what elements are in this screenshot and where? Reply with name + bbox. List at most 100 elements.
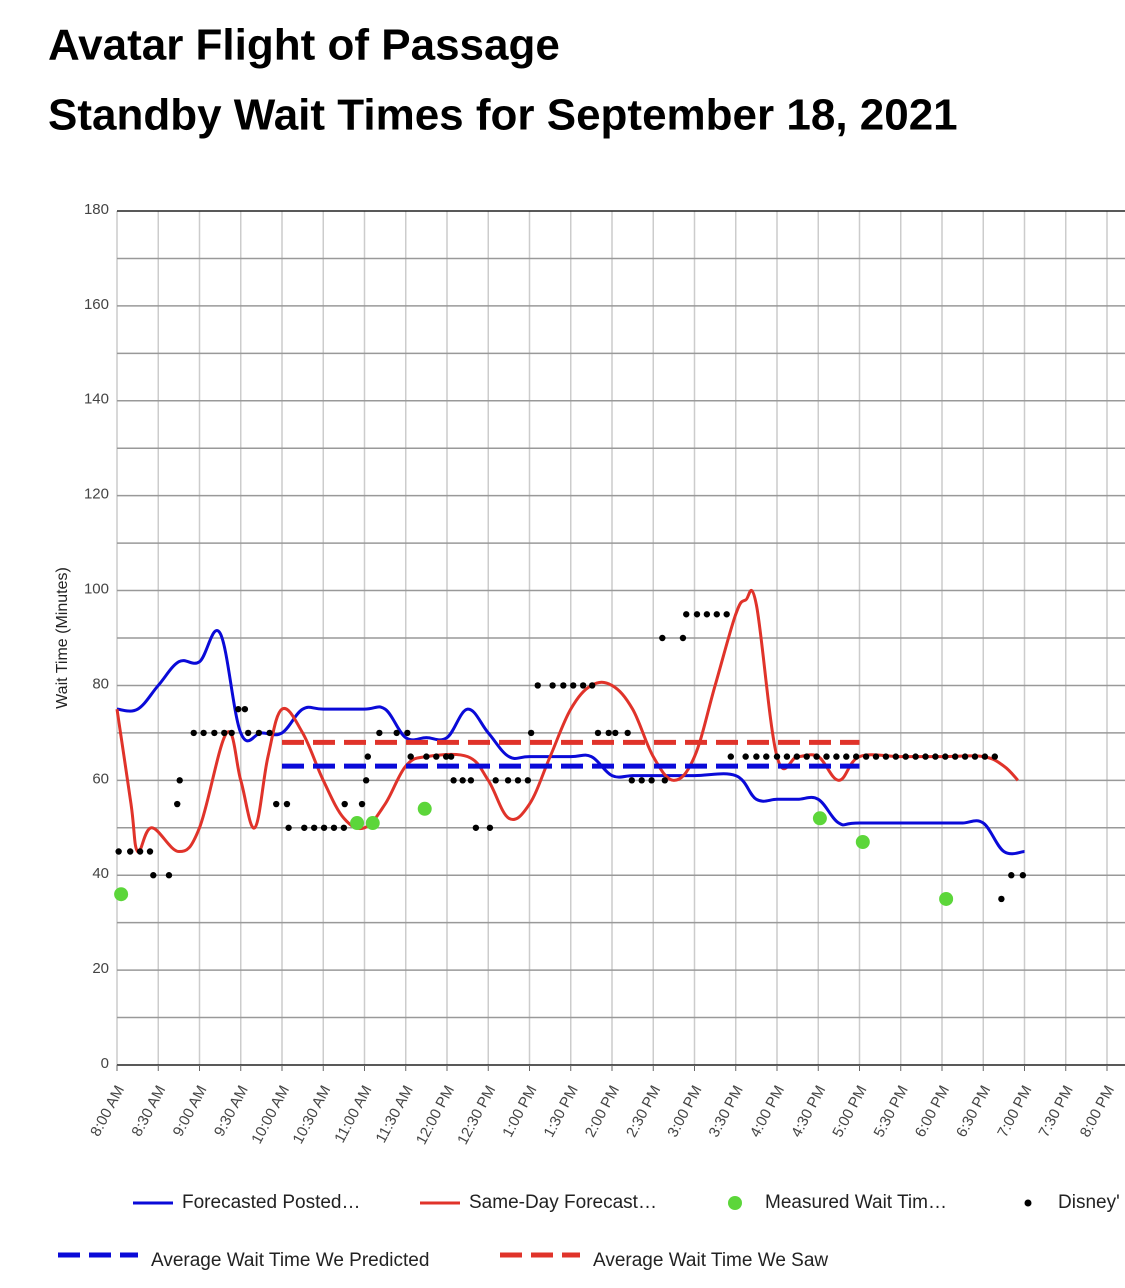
data-point xyxy=(127,848,134,855)
x-tick-label: 3:00 PM xyxy=(664,1083,705,1140)
data-point xyxy=(648,777,655,784)
data-point xyxy=(998,895,1005,903)
data-point xyxy=(912,753,919,760)
x-tick-label: 4:30 PM xyxy=(788,1083,829,1140)
y-tick-label: 120 xyxy=(84,486,109,503)
data-point xyxy=(330,824,338,831)
data-point xyxy=(763,753,770,760)
data-point xyxy=(492,777,499,784)
data-point xyxy=(174,800,181,808)
data-point xyxy=(570,682,577,689)
data-point xyxy=(549,682,556,689)
data-point xyxy=(283,800,291,808)
legend-swatch xyxy=(1024,1199,1032,1207)
data-point xyxy=(165,872,173,879)
y-tick-label: 20 xyxy=(92,960,109,977)
data-point xyxy=(472,824,480,831)
data-point xyxy=(952,753,959,760)
data-point xyxy=(273,800,280,808)
data-point xyxy=(612,729,619,737)
data-point xyxy=(742,753,749,760)
data-point xyxy=(594,729,602,737)
series-line xyxy=(116,629,1025,856)
data-point xyxy=(939,891,954,906)
legend-label: Measured Wait Tim… xyxy=(765,1192,947,1213)
data-point xyxy=(661,777,668,784)
x-tick-label: 5:00 PM xyxy=(829,1083,870,1140)
data-point xyxy=(221,729,228,737)
x-tick-label: 10:30 AM xyxy=(290,1083,335,1147)
data-point xyxy=(362,777,370,784)
x-tick-label: 9:00 AM xyxy=(170,1083,211,1140)
data-point xyxy=(534,682,541,689)
data-point xyxy=(589,682,596,689)
data-point xyxy=(638,777,645,784)
x-tick-label: 8:00 PM xyxy=(1077,1083,1118,1140)
x-tick-label: 8:00 AM xyxy=(87,1083,128,1140)
chart-title: Avatar Flight of Passage xyxy=(48,21,560,70)
x-tick-label: 2:00 PM xyxy=(582,1083,623,1140)
chart-subtitle: Standby Wait Times for September 18, 202… xyxy=(48,91,958,140)
x-tick-label: 12:00 PM xyxy=(413,1083,458,1148)
data-point xyxy=(285,824,292,831)
data-point xyxy=(813,753,820,760)
data-point xyxy=(211,729,218,737)
data-point xyxy=(504,777,512,784)
data-point xyxy=(1008,872,1015,879)
data-point xyxy=(486,824,494,831)
legend-swatch xyxy=(728,1196,742,1210)
x-tick-label: 2:30 PM xyxy=(623,1083,664,1140)
data-point xyxy=(679,634,687,642)
data-point xyxy=(442,753,450,760)
data-point xyxy=(991,753,998,760)
data-point xyxy=(605,729,612,737)
data-point xyxy=(773,753,781,760)
data-point xyxy=(228,729,235,737)
data-point xyxy=(882,753,890,760)
data-point xyxy=(524,777,532,784)
y-tick-label: 160 xyxy=(84,296,109,313)
data-point xyxy=(235,705,242,713)
y-tick-label: 180 xyxy=(84,201,109,218)
data-point xyxy=(514,777,522,784)
x-tick-label: 4:00 PM xyxy=(747,1083,788,1140)
series-line xyxy=(115,588,1020,854)
x-tick-label: 11:00 AM xyxy=(331,1083,375,1146)
data-point xyxy=(659,634,666,642)
data-point xyxy=(892,753,899,760)
data-point xyxy=(114,887,129,902)
x-tick-label: 3:30 PM xyxy=(706,1083,747,1140)
legend-label: Disney' xyxy=(1058,1192,1120,1213)
data-point xyxy=(447,753,455,760)
data-point xyxy=(683,611,690,618)
data-point xyxy=(423,753,430,760)
data-point xyxy=(713,611,720,618)
data-point xyxy=(624,729,631,737)
data-point xyxy=(862,753,870,760)
data-point xyxy=(136,848,144,855)
data-point xyxy=(783,753,791,760)
x-tick-label: 9:30 AM xyxy=(211,1083,252,1140)
x-tick-label: 1:00 PM xyxy=(499,1083,540,1140)
x-tick-label: 1:30 PM xyxy=(541,1083,582,1140)
y-tick-label: 100 xyxy=(84,581,109,598)
data-point xyxy=(872,753,880,760)
data-point xyxy=(628,777,635,784)
data-point xyxy=(190,729,197,737)
data-point xyxy=(176,777,183,784)
data-point xyxy=(255,729,263,737)
data-point xyxy=(340,824,348,831)
data-point xyxy=(404,729,411,737)
data-point xyxy=(932,753,939,760)
data-point xyxy=(803,753,810,760)
data-point xyxy=(376,729,383,737)
data-point xyxy=(467,777,475,784)
data-point xyxy=(527,729,535,737)
data-point xyxy=(1019,872,1027,879)
y-tick-label: 80 xyxy=(92,675,109,692)
data-point xyxy=(723,611,730,618)
x-tick-label: 11:30 AM xyxy=(373,1083,417,1146)
data-point xyxy=(942,753,949,760)
data-point xyxy=(266,729,273,737)
